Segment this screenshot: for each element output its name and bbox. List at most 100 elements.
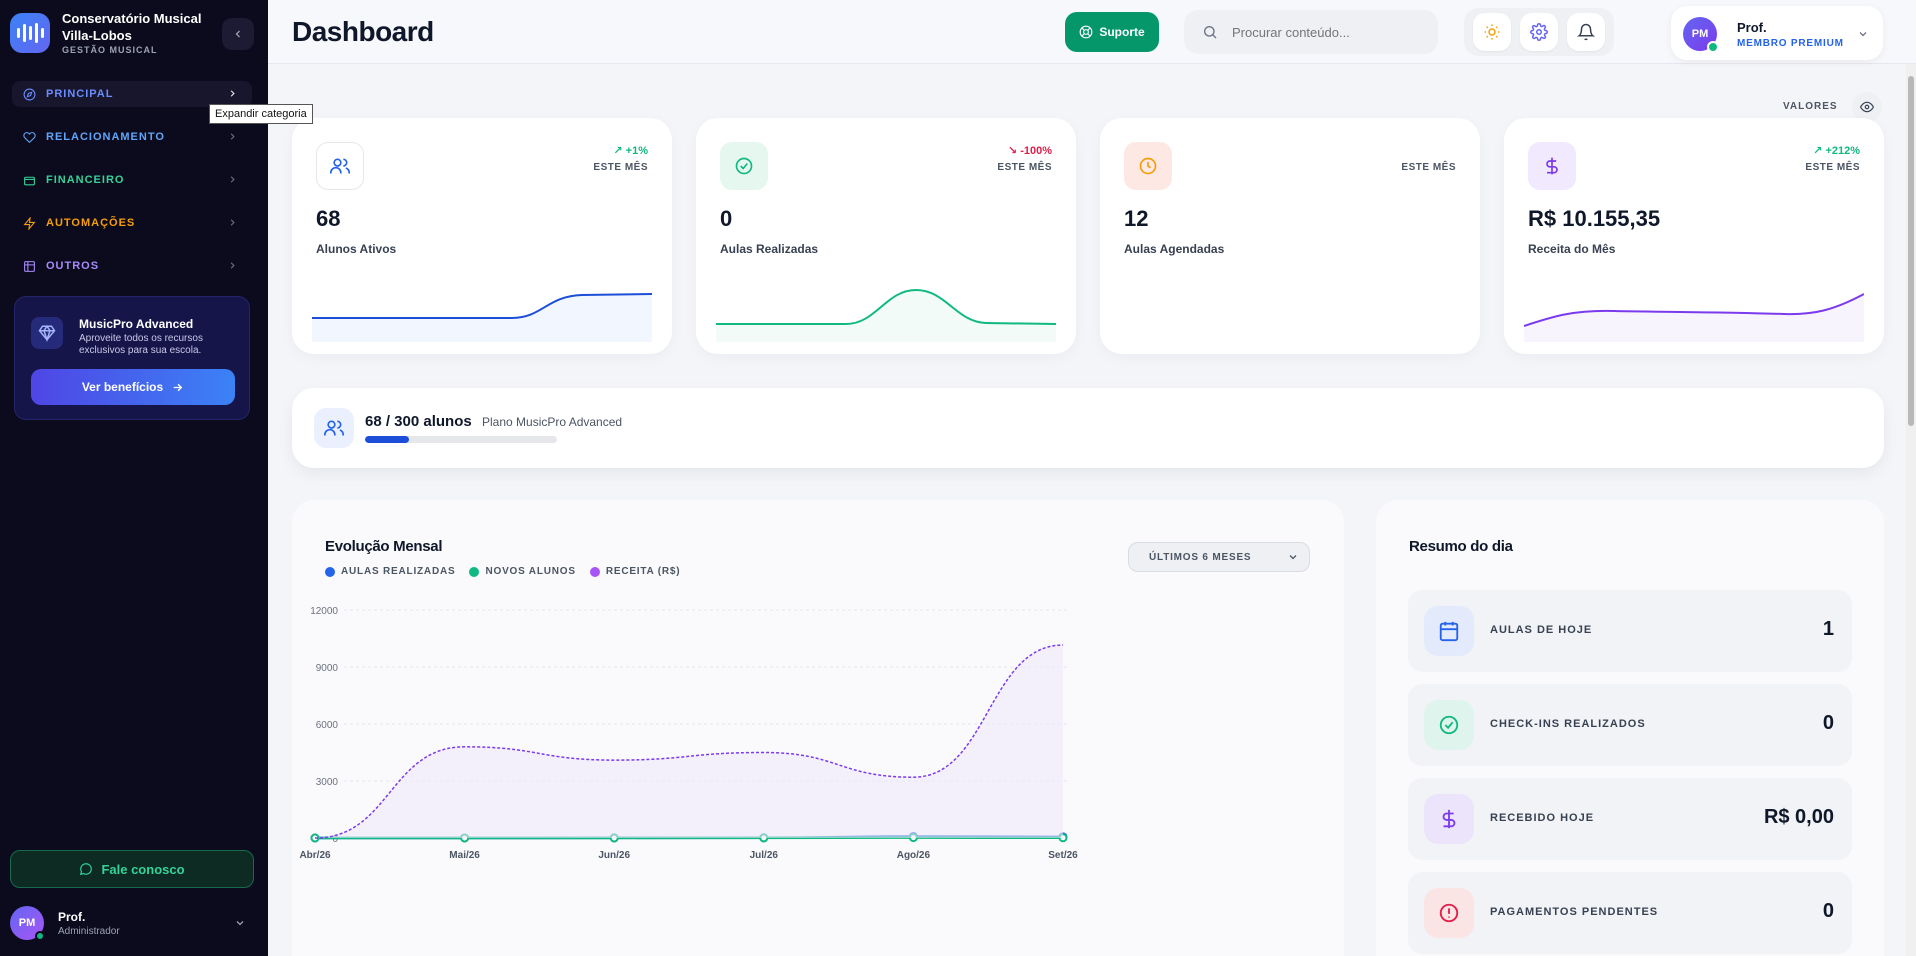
x-tick-label: Set/26 — [1048, 850, 1078, 861]
settings-button[interactable] — [1519, 13, 1558, 51]
diamond-icon — [31, 317, 63, 349]
view-benefits-label: Ver benefícios — [81, 380, 164, 394]
summary-value: 0 — [1822, 712, 1834, 734]
scrollbar-thumb[interactable] — [1908, 76, 1914, 426]
collapse-sidebar-button[interactable] — [222, 18, 254, 50]
page-title: Dashboard — [292, 16, 434, 47]
summary-label: AULAS DE HOJE — [1490, 624, 1593, 636]
check-circle-icon — [1424, 700, 1474, 750]
contact-us-label: Fale conosco — [101, 861, 185, 877]
chat-bubble-icon — [80, 863, 93, 876]
nav-item-financeiro[interactable]: FINANCEIRO — [12, 167, 252, 193]
chevron-right-icon — [230, 90, 235, 97]
chevron-right-icon — [230, 262, 235, 269]
chevron-right-icon — [230, 219, 235, 226]
x-tick-label: Jun/26 — [598, 850, 630, 861]
daily-summary-card: Resumo do dia AULAS DE HOJE 1 CHECK-INS … — [1376, 500, 1884, 956]
plan-student-count: 68 / 300 alunos — [365, 413, 472, 430]
chart-title: Evolução Mensal — [325, 538, 443, 555]
summary-row-pending-payments[interactable]: PAGAMENTOS PENDENTES 0 — [1408, 872, 1852, 954]
chevron-left-icon — [235, 30, 240, 38]
summary-row-checkins[interactable]: CHECK-INS REALIZADOS 0 — [1408, 684, 1852, 766]
nav-label: AUTOMAÇÕES — [46, 217, 136, 229]
nav-item-principal[interactable]: PRINCIPAL — [12, 81, 252, 107]
avatar: PM — [10, 906, 45, 941]
summary-row-received-today[interactable]: RECEBIDO HOJE R$ 0,00 — [1408, 778, 1852, 860]
stat-card-active-students: ↗ +1% ESTE MÊS 68 Alunos Ativos — [292, 118, 672, 354]
membership-badge: MEMBRO PREMIUM — [1737, 38, 1844, 49]
online-status-dot — [35, 931, 45, 941]
nav-label: OUTROS — [46, 260, 100, 272]
legend-item-revenue[interactable]: RECEITA (R$) — [589, 566, 681, 577]
bell-icon — [1577, 23, 1596, 41]
view-benefits-button[interactable]: Ver benefícios — [31, 369, 235, 405]
promo-title: MusicPro Advanced — [79, 317, 194, 331]
toggle-values-button[interactable] — [1852, 92, 1882, 122]
stat-delta: ↗ +212% — [1813, 145, 1860, 157]
nav-label: RELACIONAMENTO — [46, 131, 165, 143]
y-tick-label: 0 — [332, 834, 338, 845]
heart-icon — [22, 130, 36, 144]
nav-item-outros[interactable]: OUTROS — [12, 253, 252, 279]
alert-circle-icon — [1424, 888, 1474, 938]
nav-item-automacoes[interactable]: AUTOMAÇÕES — [12, 210, 252, 236]
search-input[interactable] — [1232, 24, 1412, 40]
stat-value: R$ 10.155,35 — [1528, 206, 1661, 231]
monthly-evolution-chart: 0 3000 6000 9000 12000 Abr/26 Mai/26 Jun/26 Jul/… — [299, 606, 1078, 861]
stat-period: ESTE MÊS — [1401, 162, 1456, 173]
theme-toggle-button[interactable] — [1472, 13, 1511, 51]
nav-label: PRINCIPAL — [46, 88, 114, 100]
legend-item-lessons[interactable]: AULAS REALIZADAS — [325, 566, 455, 577]
support-button[interactable]: Suporte — [1065, 12, 1159, 52]
stat-period: ESTE MÊS — [593, 162, 648, 173]
summary-label: CHECK-INS REALIZADOS — [1490, 718, 1646, 730]
chevron-down-icon — [1859, 32, 1867, 37]
top-header: Dashboard Suporte PM Prof. MEMBRO PREMIU… — [268, 0, 1916, 64]
stat-value: 68 — [316, 206, 341, 231]
wallet-icon — [22, 173, 36, 187]
contact-us-button[interactable]: Fale conosco — [10, 850, 254, 888]
chevron-right-icon — [230, 176, 235, 183]
promo-card: MusicPro Advanced Aproveite todos os rec… — [14, 296, 250, 420]
period-select[interactable]: ÚLTIMOS 6 MESES — [1128, 542, 1310, 572]
stat-card-scheduled-lessons: ESTE MÊS 12 Aulas Agendadas — [1100, 118, 1480, 354]
search-bar[interactable] — [1184, 10, 1438, 54]
legend-item-new-students[interactable]: NOVOS ALUNOS — [469, 566, 575, 577]
plan-usage-fill — [365, 436, 409, 443]
notifications-button[interactable] — [1567, 13, 1606, 51]
sparkline-monthly-revenue — [1524, 293, 1864, 342]
sidebar-user-menu[interactable]: PM Prof. Administrador — [10, 903, 254, 943]
series-area-revenue — [315, 645, 1063, 838]
summary-row-lessons-today[interactable]: AULAS DE HOJE 1 — [1408, 590, 1852, 672]
gear-icon — [1530, 23, 1548, 41]
online-status-dot — [1707, 41, 1719, 53]
support-label: Suporte — [1099, 25, 1145, 39]
chevron-right-icon — [230, 133, 235, 140]
stat-value: 12 — [1124, 206, 1149, 231]
sparkline-lessons-done — [716, 288, 1056, 342]
stat-card-monthly-revenue: ↗ +212% ESTE MÊS R$ 10.155,35 Receita do… — [1504, 118, 1884, 354]
monthly-evolution-card: Evolução Mensal AULAS REALIZADAS NOVOS A… — [292, 500, 1344, 956]
sidebar-user-name: Prof. — [58, 909, 86, 924]
users-icon — [314, 408, 354, 448]
stat-delta: ↘ -100% — [1007, 145, 1052, 157]
users-icon — [316, 142, 364, 190]
brand-subtitle: GESTÃO MUSICAL — [62, 45, 158, 55]
grid-icon — [22, 259, 36, 273]
sidebar-user-role: Administrador — [58, 925, 120, 937]
nav-item-relacionamento[interactable]: RELACIONAMENTO — [12, 124, 252, 150]
period-select-value: ÚLTIMOS 6 MESES — [1149, 551, 1252, 563]
user-name: Prof. — [1737, 20, 1767, 35]
plan-usage-card: 68 / 300 alunos Plano MusicPro Advanced — [292, 388, 1884, 468]
brand[interactable]: Conservatório Musical Villa-Lobos GESTÃO… — [10, 10, 212, 55]
summary-title: Resumo do dia — [1409, 538, 1513, 555]
x-tick-label: Mai/26 — [449, 850, 480, 861]
summary-label: RECEBIDO HOJE — [1490, 812, 1595, 824]
y-tick-label: 9000 — [316, 663, 339, 674]
user-menu[interactable]: PM Prof. MEMBRO PREMIUM — [1671, 6, 1883, 60]
stat-label: Aulas Realizadas — [720, 242, 819, 256]
sparkline-active-students — [312, 293, 652, 342]
summary-value: 0 — [1822, 900, 1834, 922]
page-scrollbar[interactable] — [1906, 64, 1916, 956]
plan-name: Plano MusicPro Advanced — [482, 415, 623, 429]
